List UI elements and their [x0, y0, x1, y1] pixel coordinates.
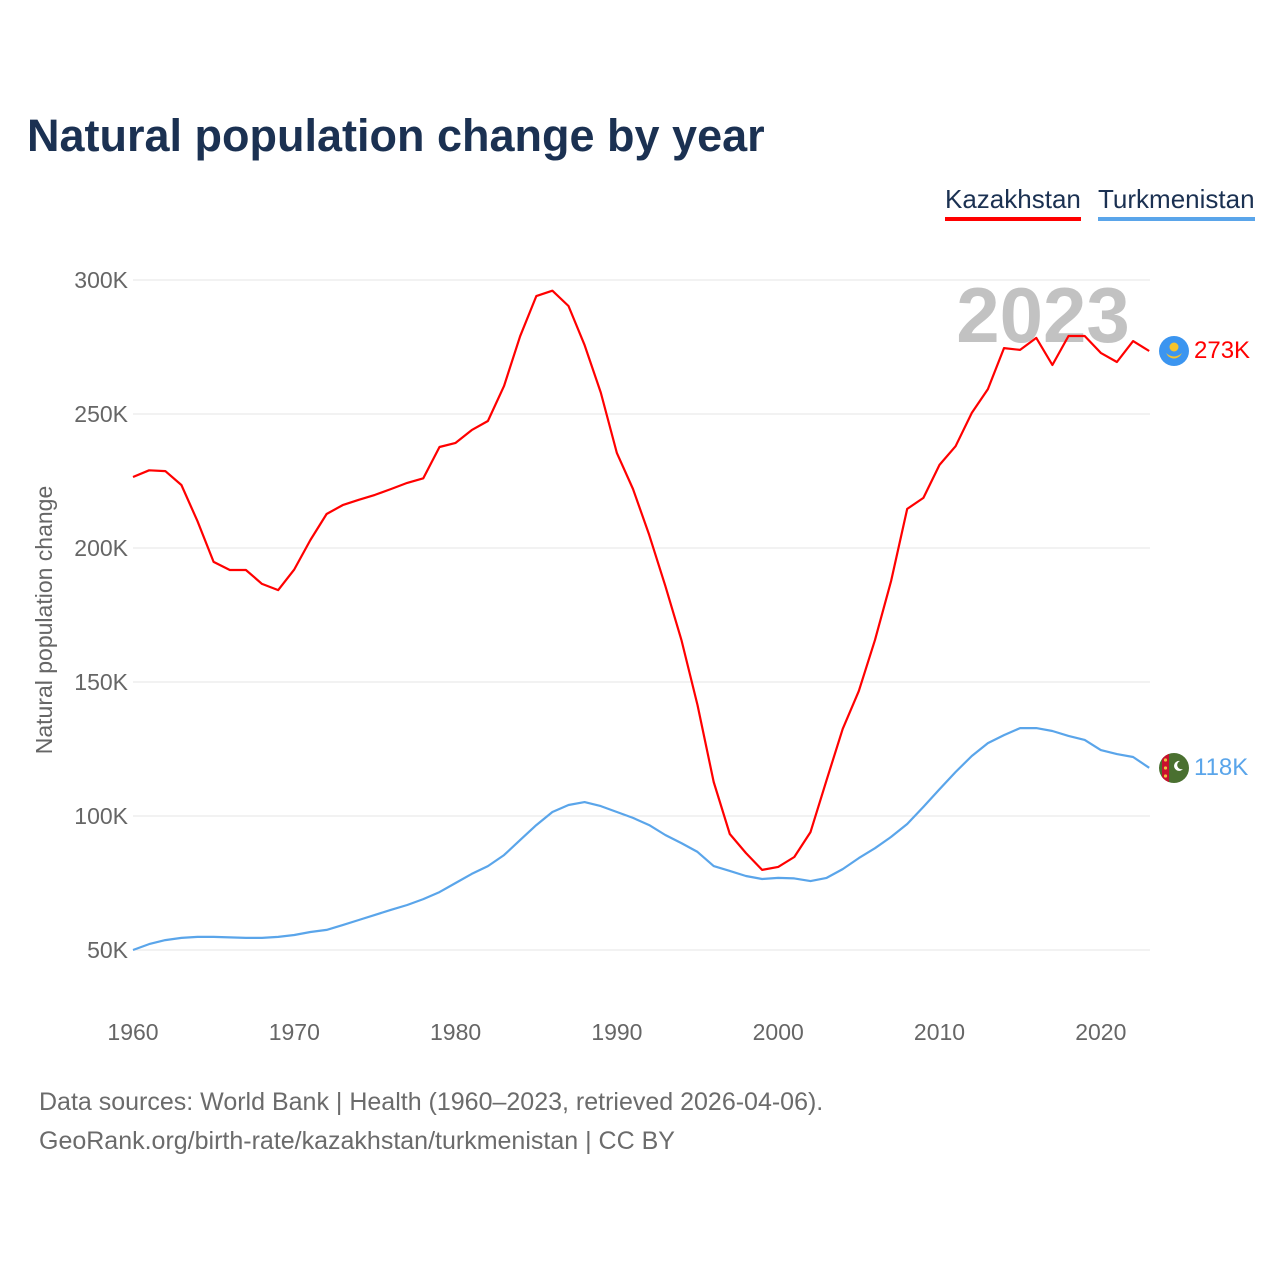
series-line-kazakhstan[interactable] — [132, 289, 1150, 871]
turkmenistan-end-label: 118K — [1194, 754, 1248, 781]
y-tick-label: 300K — [74, 267, 128, 293]
x-tick-label: 2020 — [1075, 1019, 1126, 1045]
x-tick-label: 2010 — [914, 1019, 965, 1045]
kazakhstan-end-label: 273K — [1194, 337, 1250, 364]
x-tick-label: 1980 — [430, 1019, 481, 1045]
legend-kazakhstan[interactable]: Kazakhstan — [945, 184, 1081, 221]
y-tick-label: 150K — [74, 669, 128, 695]
footer-sources: Data sources: World Bank | Health (1960–… — [39, 1088, 824, 1116]
kazakhstan-flag-icon — [1159, 336, 1189, 366]
chart-title: Natural population change by year — [27, 110, 765, 161]
y-tick-label: 100K — [74, 803, 128, 829]
series-line-turkmenistan[interactable] — [132, 727, 1150, 952]
y-axis-label: Natural population change — [31, 486, 57, 755]
x-tick-label: 1990 — [591, 1019, 642, 1045]
y-tick-label: 200K — [74, 535, 128, 561]
y-tick-label: 250K — [74, 401, 128, 427]
y-tick-label: 50K — [87, 937, 129, 963]
footer-attribution[interactable]: GeoRank.org/birth-rate/kazakhstan/turkme… — [39, 1127, 675, 1155]
x-tick-label: 1970 — [269, 1019, 320, 1045]
x-tick-label: 2000 — [753, 1019, 804, 1045]
turkmenistan-flag-icon — [1159, 753, 1189, 783]
year-watermark: 2023 — [956, 271, 1130, 359]
x-tick-label: 1960 — [107, 1019, 158, 1045]
legend-turkmenistan[interactable]: Turkmenistan — [1098, 184, 1255, 221]
